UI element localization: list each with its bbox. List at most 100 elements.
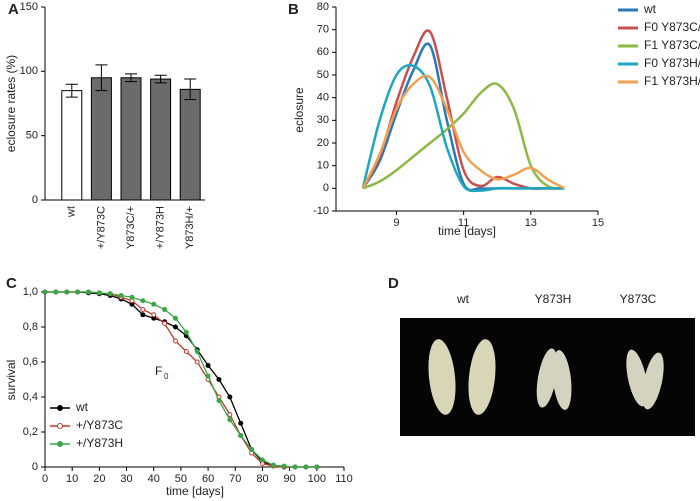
x-tick-label: 70 [229, 473, 241, 485]
x-tick-label: 9 [393, 217, 399, 229]
point [303, 464, 309, 470]
point [151, 312, 157, 318]
point [107, 291, 113, 297]
x-tick-label: Y873H/+ [184, 206, 196, 249]
bar [150, 78, 172, 201]
point [227, 394, 233, 400]
series-line [362, 82, 565, 190]
y-tick-label: 60 [317, 46, 329, 58]
x-tick-label: 90 [284, 473, 296, 485]
point [216, 377, 222, 382]
series-line [361, 29, 565, 190]
annotation: F [155, 364, 162, 378]
point [64, 289, 70, 295]
y-tick-label: 1,0 [23, 286, 38, 298]
point [53, 289, 59, 295]
y-tick-label: 0 [32, 194, 38, 206]
error-bar [65, 83, 78, 98]
x-tick-label: 13 [525, 217, 537, 229]
y-tick-label: 150 [20, 1, 38, 13]
x-tick-label: 80 [256, 473, 268, 485]
y-tick-label: 40 [317, 92, 329, 104]
point [205, 373, 211, 379]
y-tick-label: 0,6 [23, 356, 38, 368]
x-axis-label: time [days] [166, 484, 224, 498]
legend-label: +/Y873C [76, 418, 123, 432]
point [194, 359, 200, 365]
error-bar [95, 64, 108, 92]
point [281, 463, 287, 469]
legend-label: F1 Y873C/+ [644, 38, 700, 52]
point [238, 420, 244, 426]
panel-letter: A [8, 1, 19, 18]
point [172, 338, 178, 344]
bar [90, 77, 112, 201]
y-tick-label: 50 [317, 69, 329, 81]
x-tick-label: 60 [202, 473, 214, 485]
point [172, 324, 178, 330]
legend-marker [57, 441, 63, 447]
y-tick-label: 100 [20, 65, 38, 77]
series-line [361, 64, 565, 193]
x-tick-label: 11 [458, 217, 469, 229]
point [238, 433, 244, 438]
point [151, 301, 157, 307]
x-tick-label: 0 [42, 473, 48, 485]
point [118, 293, 124, 298]
image-label: Y873C [620, 292, 657, 306]
x-tick-label: 50 [175, 473, 187, 485]
bar [61, 90, 83, 201]
x-tick-label: wt [66, 206, 78, 218]
point [85, 289, 91, 295]
y-tick-label: 10 [317, 160, 329, 172]
x-tick-label: 15 [592, 217, 604, 229]
point [259, 457, 265, 463]
x-tick-label: 30 [120, 473, 132, 485]
x-tick-label: Y873C/+ [125, 206, 137, 249]
x-tick-label: +/Y873C [95, 206, 107, 249]
y-axis-label: eclosure rates (%) [4, 55, 18, 152]
point [172, 315, 178, 321]
series-line [361, 74, 566, 190]
point [75, 289, 81, 295]
x-tick-label: 100 [308, 473, 326, 485]
panel-letter: C [6, 275, 17, 292]
legend-label: F0 Y873H/+ [644, 56, 700, 70]
point [140, 298, 146, 304]
y-tick-label: 0 [32, 461, 38, 473]
y-tick-label: 80 [317, 1, 329, 13]
point [292, 464, 298, 470]
point [183, 329, 189, 335]
x-tick-label: 40 [148, 473, 160, 485]
y-tick-label: 0,2 [23, 426, 38, 438]
image-label: Y873H [535, 292, 572, 306]
error-bar [154, 74, 167, 84]
x-tick-label: +/Y873H [155, 206, 167, 249]
point [314, 464, 320, 470]
point [194, 349, 200, 354]
bar [179, 88, 201, 201]
y-axis-label: survival [4, 360, 18, 401]
point [162, 307, 168, 312]
larvae-photo [400, 318, 695, 436]
y-tick-label: 20 [317, 137, 329, 149]
panel-letter: D [388, 275, 399, 292]
y-tick-label: 50 [26, 130, 38, 142]
x-axis-label: time [days] [438, 224, 496, 238]
point [140, 307, 146, 312]
x-tick-label: 110 [335, 473, 353, 485]
point [216, 398, 222, 403]
legend-label: wt [75, 400, 89, 414]
bar [120, 77, 142, 201]
x-tick-label: 20 [93, 473, 105, 485]
y-tick-label: 0,4 [23, 391, 38, 403]
y-tick-label: 0,8 [23, 321, 38, 333]
point [140, 312, 146, 318]
error-bar [184, 78, 197, 101]
point [205, 363, 211, 368]
point [183, 349, 189, 354]
point [270, 462, 276, 468]
x-tick-label: 10 [66, 473, 78, 485]
legend-label: +/Y873H [76, 436, 123, 450]
